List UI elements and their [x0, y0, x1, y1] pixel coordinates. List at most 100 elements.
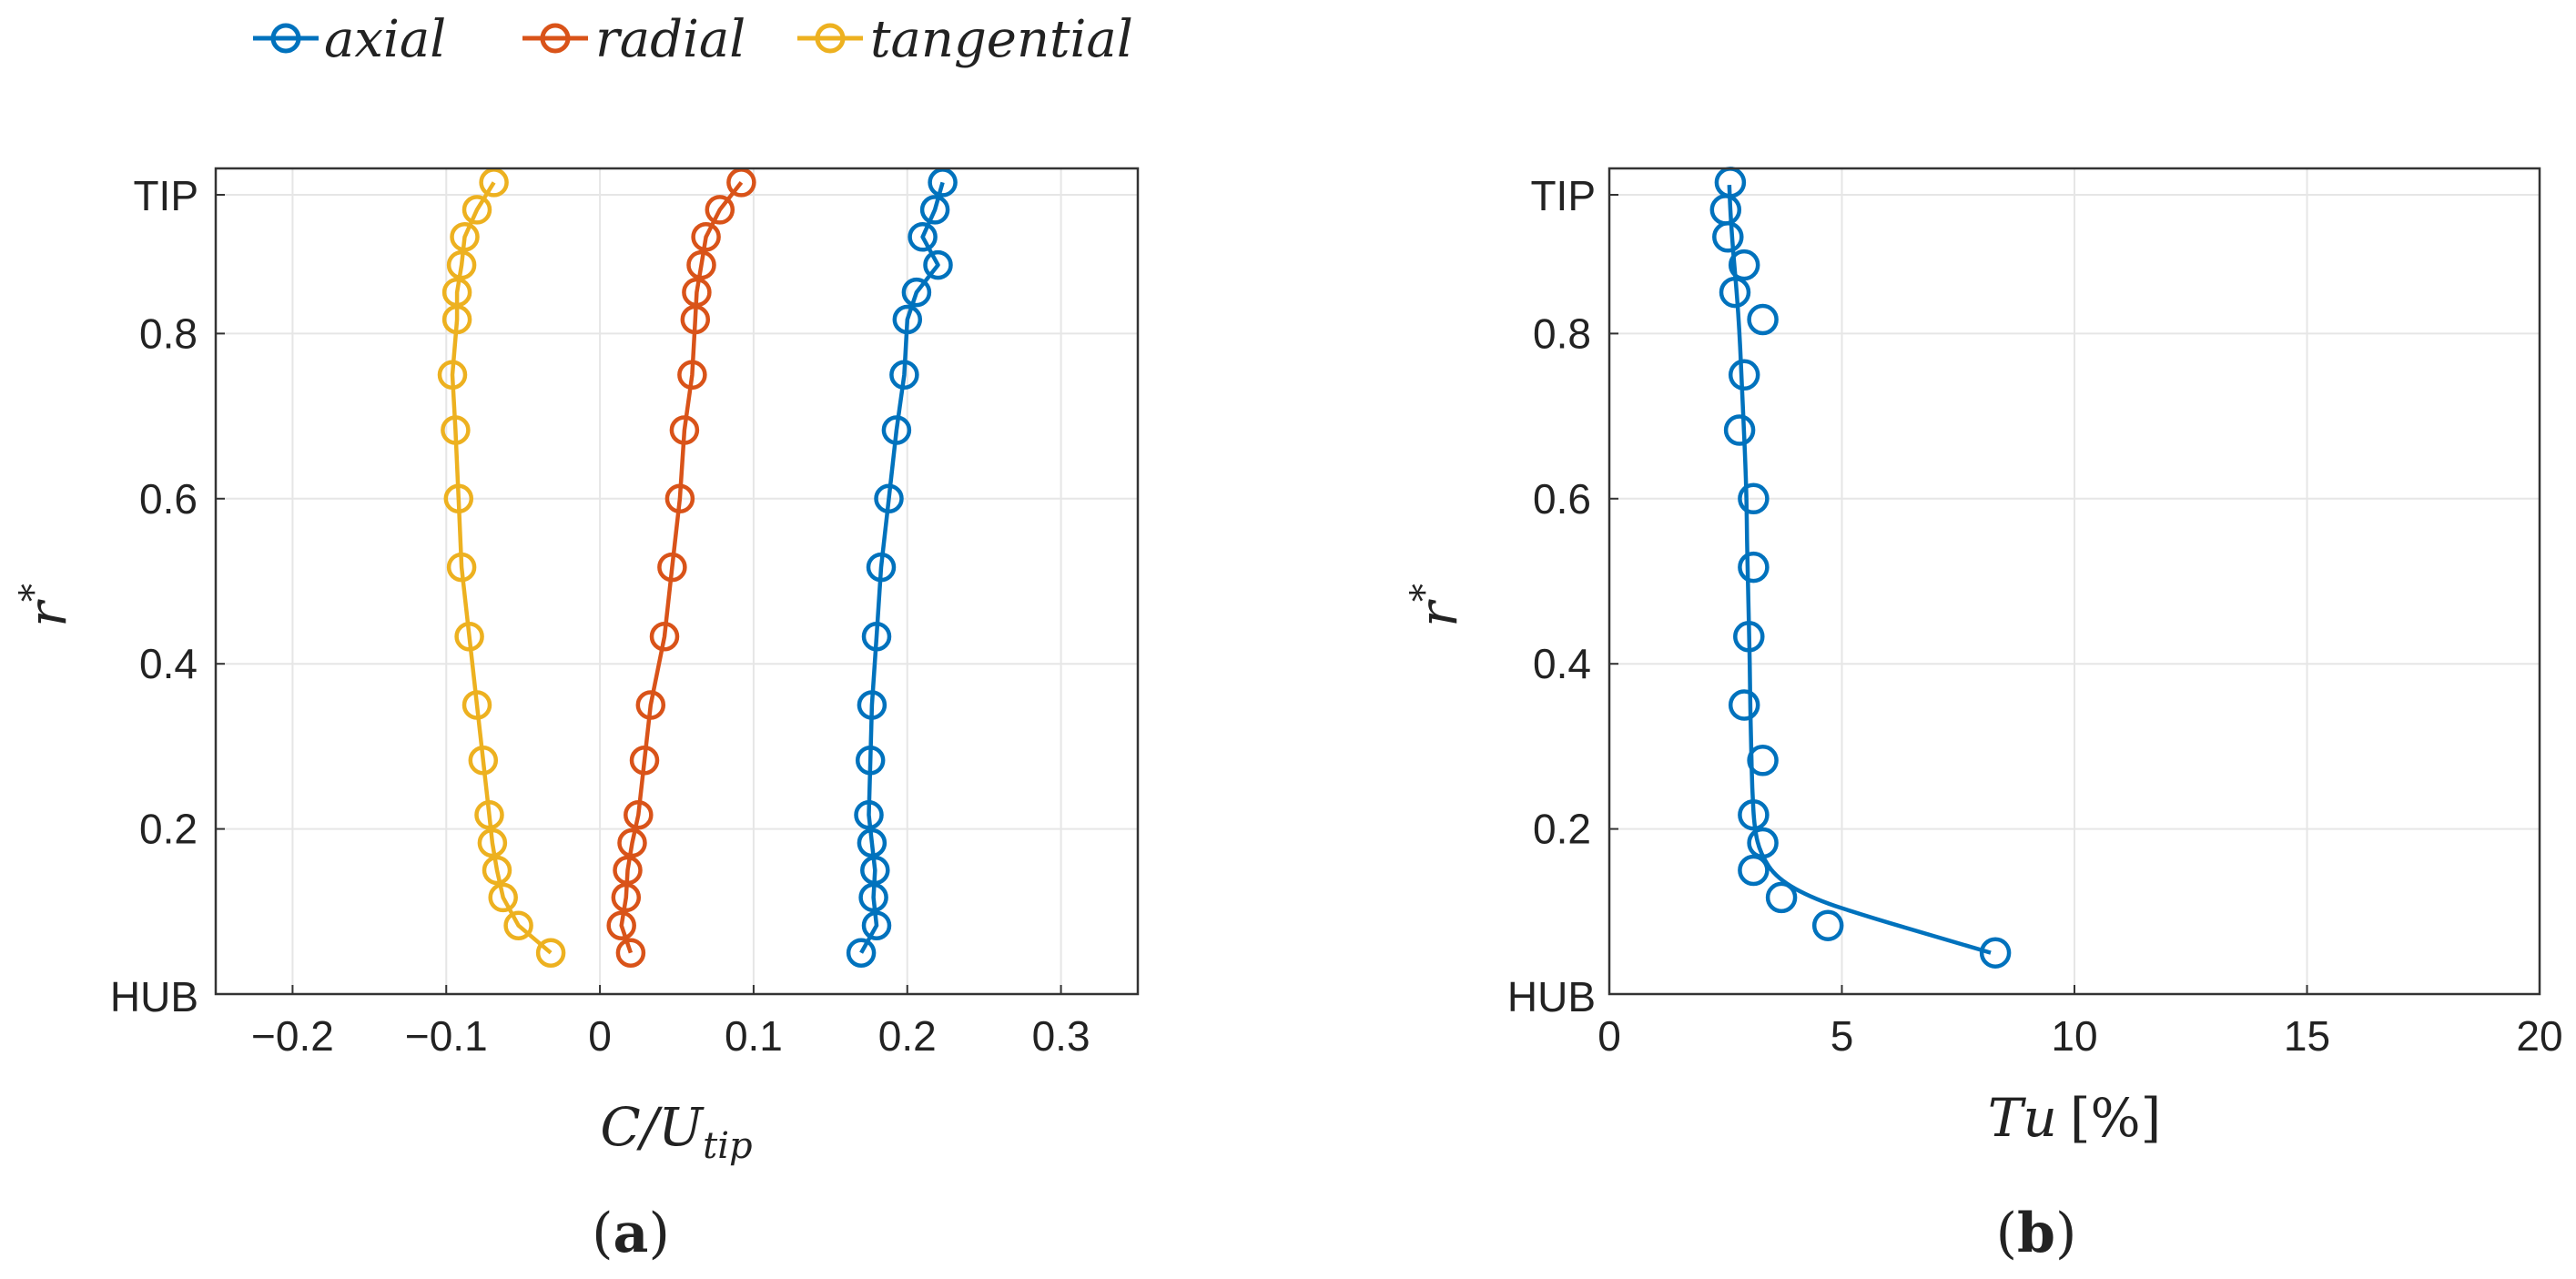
chart-a-point-radial [682, 277, 712, 308]
chart-b-series [1709, 167, 2012, 969]
chart-b-point-tu-markers [1765, 881, 1798, 914]
chart-a-point-tangential [479, 167, 509, 198]
chart-a-point-axial [855, 746, 886, 776]
chart-a-yticks: 0.2 0.4 0.6 0.8 [139, 194, 225, 853]
legend-label-radial: radial [595, 10, 745, 69]
chart-b-xlabel-base: Tu [1988, 1087, 2057, 1149]
legend-label-axial: axial [324, 10, 446, 69]
chart-a-point-radial [669, 415, 700, 445]
chart-a-xlabel-sub: tip [703, 1125, 752, 1167]
chart-b-xtick-label: 20 [2516, 1012, 2562, 1060]
legend: axial radial tangential [253, 10, 1133, 69]
chart-a-point-axial [928, 167, 958, 198]
chart-b-yticks: 0.2 0.4 0.6 0.8 [1533, 194, 1618, 853]
chart-a-xtick-label: −0.2 [251, 1012, 334, 1060]
chart-b-ylabel: r* [1404, 584, 1469, 627]
chart-b-xtick-label: 5 [1831, 1012, 1854, 1060]
chart-a-point-axial [874, 483, 904, 514]
legend-marker-radial [540, 23, 571, 54]
chart-b-panel-letter: b [2017, 1202, 2055, 1265]
svg-text:r*: r* [1404, 584, 1469, 627]
chart-a-ylabel-base: r [16, 599, 78, 627]
chart-a-series-line-tangential [450, 181, 553, 955]
chart-a-point-axial [923, 249, 953, 280]
chart-b-xtick-label: 0 [1597, 1012, 1621, 1060]
chart-a-xtick-label: 0.2 [878, 1012, 937, 1060]
chart-b-point-tu-markers [1712, 221, 1744, 253]
chart-b-tip-label: TIP [1530, 172, 1596, 219]
svg-text:r*: r* [13, 584, 78, 627]
chart-a-point-axial [861, 910, 892, 940]
chart-a-point-tangential [441, 415, 471, 445]
chart-a-point-axial [846, 938, 877, 968]
chart-b-ytick-label: 0.4 [1533, 640, 1591, 687]
chart-a-xlabel-base: C/U [600, 1096, 705, 1158]
legend-label-tangential: tangential [870, 10, 1133, 69]
chart-b-ytick-label: 0.2 [1533, 806, 1591, 853]
chart-a-series-line-radial [619, 181, 744, 954]
chart-a-ytick-label: 0.2 [139, 806, 198, 853]
legend-marker-tangential [815, 23, 846, 54]
chart-a-point-axial [881, 415, 912, 445]
chart-a-point-tangential [443, 483, 474, 514]
chart-a-xtick-label: 0.3 [1032, 1012, 1090, 1060]
chart-a-point-axial [892, 304, 923, 335]
chart-a-point-axial [908, 222, 938, 252]
chart-a-tip-label: TIP [133, 172, 198, 219]
chart-a-xticks: −0.2 −0.1 0 0.1 0.2 0.3 [251, 985, 1090, 1060]
chart-a-point-tangential [450, 222, 480, 252]
chart-b-point-tu-markers [1738, 551, 1770, 584]
chart-a-point-axial [866, 552, 897, 583]
chart-b-point-tu-markers [1723, 414, 1756, 446]
chart-a-point-radial [657, 552, 687, 583]
chart-a-point-tangential [446, 552, 477, 583]
chart-b-xticks: 0 5 10 15 20 [1597, 985, 2563, 1060]
chart-b-series-line-tu-curve [1727, 185, 1992, 955]
chart-a-point-axial [861, 622, 892, 652]
chart-b-xtick-label: 10 [2051, 1012, 2097, 1060]
chart-b-point-tu-markers [1747, 303, 1779, 336]
chart-a-point-tangential [503, 910, 533, 940]
chart-a-hub-label: HUB [110, 973, 198, 1020]
chart-b-ytick-label: 0.8 [1533, 310, 1591, 357]
chart-a-point-tangential [446, 249, 477, 280]
chart-a-panel-label: (a) [592, 1202, 670, 1265]
chart-a-point-axial [857, 690, 887, 720]
chart-a-point-radial [613, 855, 643, 886]
legend-item-tangential: tangential [797, 10, 1133, 69]
chart-a-xtick-label: 0 [588, 1012, 612, 1060]
chart-a-point-tangential [474, 799, 504, 830]
chart-b-panel-label: (b) [1996, 1202, 2077, 1265]
chart-b-point-tu-markers [1738, 482, 1770, 515]
chart-a-point-radial [617, 827, 647, 858]
chart-a-point-tangential [437, 360, 468, 391]
chart-a-series-line-axial [859, 181, 945, 954]
chart-a-point-radial [677, 360, 707, 391]
chart-b-point-tu-markers [1709, 194, 1742, 226]
chart-a-point-tangential [488, 882, 518, 913]
chart-a-point-tangential [482, 855, 512, 886]
chart-b-ylabel-base: r [1407, 599, 1469, 627]
chart-a-point-tangential [441, 277, 472, 308]
chart-a-xtick-label: 0.1 [725, 1012, 783, 1060]
chart-a-point-radial [615, 938, 646, 968]
chart-b: 0 5 10 15 20 0.2 0.4 0.6 0.8 TIP HUB r* Tu [%] (… [1404, 167, 2563, 1265]
chart-b-ylabel-sup: * [1404, 584, 1445, 602]
chart-b-ytick-label: 0.6 [1533, 475, 1591, 523]
chart-a-point-axial [854, 799, 884, 830]
chart-a-point-axial [857, 827, 887, 858]
chart-a-point-tangential [477, 827, 508, 858]
chart-a-xlabel: C/Utip [600, 1096, 752, 1167]
chart-a-point-radial [726, 167, 756, 198]
chart-b-point-tu-markers [1728, 689, 1760, 721]
chart-b-point-tu-markers [1738, 854, 1770, 887]
chart-a-point-tangential [461, 690, 492, 720]
chart-b-xlabel: Tu [%] [1988, 1087, 2161, 1149]
chart-a-ytick-label: 0.8 [139, 310, 198, 357]
chart-a-point-tangential [535, 938, 566, 968]
chart-a-point-radial [629, 746, 660, 776]
chart-a-point-radial [635, 690, 666, 720]
chart-b-xlabel-unit: [%] [2070, 1087, 2161, 1149]
chart-a-series [437, 167, 958, 968]
